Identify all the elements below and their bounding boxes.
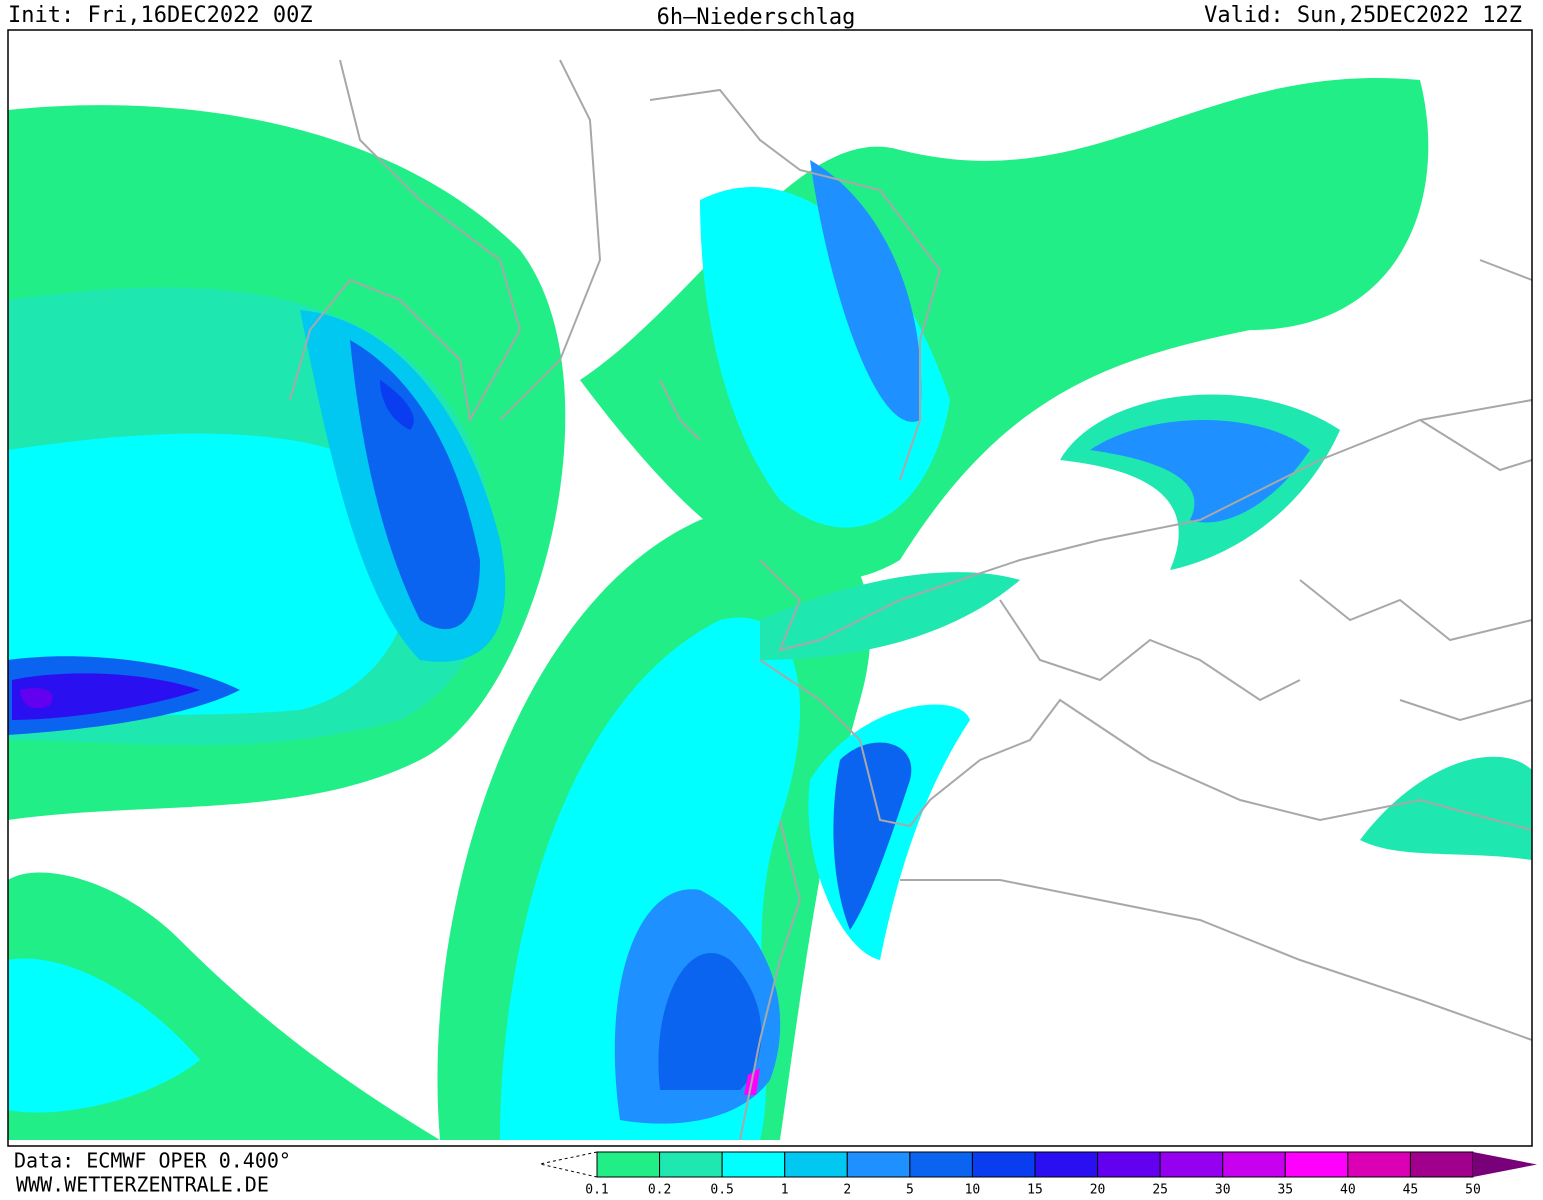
legend-swatch	[1284, 1151, 1349, 1178]
legend-swatch	[909, 1151, 973, 1178]
precip-area	[700, 186, 950, 528]
precip-area	[8, 958, 200, 1113]
legend-label: 45	[1403, 1183, 1419, 1198]
map-title: 6h–Niederschlag	[657, 5, 856, 30]
map-frame	[7, 29, 1533, 1147]
legend-below-min	[539, 1151, 598, 1178]
precip-area	[20, 688, 53, 709]
precip-area	[833, 742, 912, 930]
precipitation-map	[7, 29, 1533, 1147]
precip-area	[1360, 756, 1532, 860]
legend-label: 15	[1027, 1183, 1043, 1198]
legend-swatch	[1222, 1151, 1286, 1178]
legend-label: 30	[1215, 1183, 1231, 1198]
legend-swatch	[1347, 1151, 1411, 1178]
valid-time: Valid: Sun,25DEC2022 12Z	[1204, 3, 1522, 28]
legend-swatch	[1159, 1151, 1224, 1178]
legend-label: 1	[781, 1183, 789, 1198]
precip-area	[380, 380, 414, 430]
legend-swatch	[971, 1151, 1036, 1178]
legend-label: 25	[1152, 1183, 1168, 1198]
legend-arrow	[1473, 1152, 1537, 1177]
legend-label: 40	[1340, 1183, 1356, 1198]
legend-label: 0.1	[585, 1183, 608, 1198]
legend-label: 50	[1465, 1183, 1481, 1198]
legend-label: 20	[1090, 1183, 1106, 1198]
precip-area	[658, 952, 762, 1090]
legend-swatch	[1097, 1151, 1161, 1178]
legend-swatch	[846, 1151, 911, 1178]
precip-area	[12, 673, 200, 720]
legend-swatch	[721, 1151, 786, 1178]
precip-area	[1090, 420, 1310, 523]
legend-swatch	[596, 1151, 661, 1178]
website: WWW.WETTERZENTRALE.DE	[16, 1173, 269, 1197]
color-scale: 0.1 0.2 0.5 1 2 5 10 15 20 25 30 35 40 45 50	[585, 1151, 1537, 1198]
precip-area	[810, 160, 922, 422]
precipitation-fields	[8, 78, 1532, 1140]
data-source: Data: ECMWF OPER 0.400°	[14, 1149, 291, 1173]
legend-swatch	[1409, 1151, 1474, 1178]
precip-area	[350, 340, 480, 630]
legend-label: 2	[843, 1183, 851, 1198]
precip-area	[8, 433, 413, 720]
init-time: Init: Fri,16DEC2022 00Z	[8, 3, 313, 28]
legend-label: 10	[965, 1183, 981, 1198]
coastlines	[289, 59, 1533, 1141]
legend-label: 0.5	[710, 1183, 733, 1198]
legend-label: 0.2	[648, 1183, 671, 1198]
legend-swatch	[659, 1151, 723, 1178]
legend-label: 5	[906, 1183, 914, 1198]
legend-label: 35	[1277, 1183, 1293, 1198]
legend-swatch	[1034, 1151, 1099, 1178]
legend-swatch	[784, 1151, 848, 1178]
